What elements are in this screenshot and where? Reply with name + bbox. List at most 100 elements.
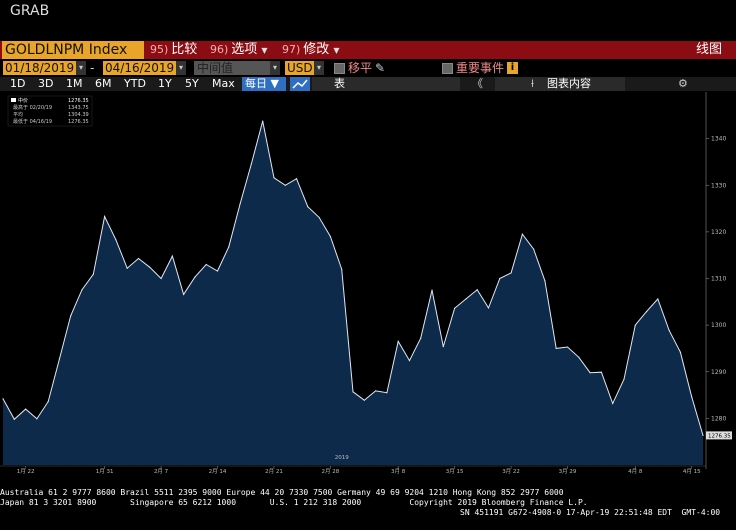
data-point bbox=[171, 255, 173, 257]
footer-contacts-1: Australia 61 2 9777 8600 Brazil 5511 239… bbox=[0, 488, 564, 497]
compare-menu[interactable]: 95) 比较 bbox=[150, 41, 197, 59]
data-point bbox=[612, 402, 614, 405]
currency-select[interactable]: USD bbox=[285, 61, 315, 75]
data-point bbox=[544, 280, 546, 282]
data-point bbox=[92, 273, 94, 275]
range-bar: 1D 3D 1M 6M YTD 1Y 5Y Max 每日 ▼ 表 《 ⟊ 图表内… bbox=[0, 77, 736, 91]
data-point bbox=[137, 257, 140, 260]
data-point bbox=[555, 347, 557, 350]
collapse-left-icon[interactable]: 《 bbox=[472, 77, 483, 90]
data-point bbox=[623, 378, 625, 380]
data-point bbox=[487, 307, 490, 309]
series-area bbox=[3, 121, 703, 465]
data-point bbox=[13, 418, 15, 420]
data-point bbox=[600, 371, 602, 373]
x-tick-label: 2月 28 bbox=[322, 468, 340, 475]
range-1y[interactable]: 1Y bbox=[158, 77, 172, 90]
end-date-input[interactable]: 04/16/2019 bbox=[103, 61, 177, 75]
frequency-select[interactable]: 每日 ▼ bbox=[242, 77, 286, 91]
command-bar: GOLDLNPM Index 95) 比较 96) 选项 ▼ 97) 修改 ▼ 线图 bbox=[0, 41, 736, 59]
x-tick-label: 1月 31 bbox=[96, 468, 114, 475]
data-point bbox=[36, 418, 38, 420]
window-title: GRAB bbox=[10, 3, 50, 19]
data-point bbox=[645, 311, 648, 313]
data-point bbox=[408, 359, 411, 362]
data-point bbox=[194, 276, 196, 278]
data-point bbox=[58, 358, 61, 360]
menu-number: 97) bbox=[282, 43, 301, 56]
chart-content-icon: ⟊ bbox=[531, 77, 534, 90]
y-tick-label: 1290 bbox=[711, 369, 726, 376]
data-point bbox=[70, 315, 72, 317]
x-tick-label: 1月 22 bbox=[17, 468, 35, 475]
range-3d[interactable]: 3D bbox=[38, 77, 54, 90]
table-tab[interactable]: 表 bbox=[312, 77, 460, 91]
pencil-icon[interactable]: ✎ bbox=[375, 61, 386, 75]
start-date-input[interactable]: 01/18/2019 bbox=[3, 61, 77, 75]
legend-value-avg: 1304.39 bbox=[68, 112, 89, 118]
chevron-down-icon[interactable]: ▾ bbox=[270, 61, 280, 75]
data-point bbox=[589, 372, 591, 374]
data-point bbox=[476, 289, 478, 291]
data-point bbox=[397, 340, 399, 343]
y-tick-label: 1280 bbox=[711, 415, 726, 422]
info-icon[interactable]: i bbox=[507, 62, 518, 74]
data-point bbox=[465, 298, 467, 300]
moving-avg-checkbox[interactable] bbox=[334, 63, 345, 74]
line-chart-icon bbox=[292, 79, 308, 89]
data-point bbox=[183, 293, 185, 295]
calendar-icon[interactable]: ▾ bbox=[76, 61, 86, 75]
data-point bbox=[2, 398, 4, 400]
x-tick-label: 2月 14 bbox=[209, 468, 227, 475]
range-6m[interactable]: 6M bbox=[95, 77, 112, 90]
legend-title: 中价 bbox=[18, 97, 28, 104]
data-point bbox=[318, 216, 320, 219]
menu-label: 修改 bbox=[303, 42, 330, 57]
menu-label: 比较 bbox=[171, 42, 198, 57]
menu-number: 95) bbox=[150, 43, 169, 56]
options-menu[interactable]: 96) 选项 ▼ bbox=[210, 41, 267, 59]
date-separator: - bbox=[90, 61, 95, 75]
range-1m[interactable]: 1M bbox=[66, 77, 83, 90]
data-point bbox=[115, 239, 117, 241]
menu-label: 选项 bbox=[231, 42, 258, 57]
data-point bbox=[250, 163, 252, 165]
data-point bbox=[521, 233, 523, 235]
events-label: 重要事件 bbox=[456, 61, 505, 75]
chevron-down-icon: ▼ bbox=[333, 46, 340, 55]
ticker-field[interactable]: GOLDLNPM Index bbox=[2, 41, 144, 59]
data-point bbox=[81, 289, 83, 291]
chevron-down-icon[interactable]: ▾ bbox=[314, 61, 324, 75]
field-select[interactable]: 中间值 bbox=[194, 61, 274, 75]
legend-value-high: 1343.75 bbox=[68, 105, 89, 111]
chart-content-tab[interactable]: ⟊ 图表内容 bbox=[495, 77, 625, 91]
data-point bbox=[295, 178, 298, 180]
last-value-label: 1276.35 bbox=[708, 433, 731, 439]
range-max[interactable]: Max bbox=[212, 77, 235, 90]
data-point bbox=[307, 206, 309, 208]
range-1d[interactable]: 1D bbox=[10, 77, 26, 90]
footer-contacts-2: Japan 81 3 3201 8900 Singapore 65 6212 1… bbox=[0, 498, 588, 507]
data-point bbox=[431, 289, 433, 291]
data-point bbox=[420, 337, 422, 339]
data-point bbox=[160, 277, 162, 280]
events-checkbox[interactable] bbox=[442, 63, 453, 74]
range-ytd[interactable]: YTD bbox=[124, 77, 146, 90]
price-chart[interactable]: 中价 1276.35 最高于 02/20/19 1343.75 平均 1304.… bbox=[0, 92, 736, 484]
data-point bbox=[691, 396, 693, 398]
x-tick-label: 2月 7 bbox=[154, 468, 169, 475]
calendar-icon[interactable]: ▾ bbox=[176, 61, 186, 75]
y-tick-label: 1320 bbox=[711, 229, 726, 236]
chart-type-button[interactable] bbox=[290, 77, 310, 91]
table-label: 表 bbox=[334, 77, 345, 90]
gear-icon[interactable]: ⚙ bbox=[678, 77, 688, 90]
range-5y[interactable]: 5Y bbox=[185, 77, 199, 90]
x-tick-label: 3月 29 bbox=[559, 468, 577, 475]
footer-session: SN 451191 G672-4908-0 17-Apr-19 22:51:48… bbox=[460, 508, 721, 517]
data-point bbox=[149, 266, 151, 268]
view-type-label[interactable]: 线图 bbox=[695, 42, 722, 57]
data-point bbox=[702, 434, 704, 436]
legend-row-high: 最高于 02/20/19 bbox=[13, 104, 52, 111]
edit-menu[interactable]: 97) 修改 ▼ bbox=[282, 41, 339, 59]
data-point bbox=[104, 215, 106, 218]
